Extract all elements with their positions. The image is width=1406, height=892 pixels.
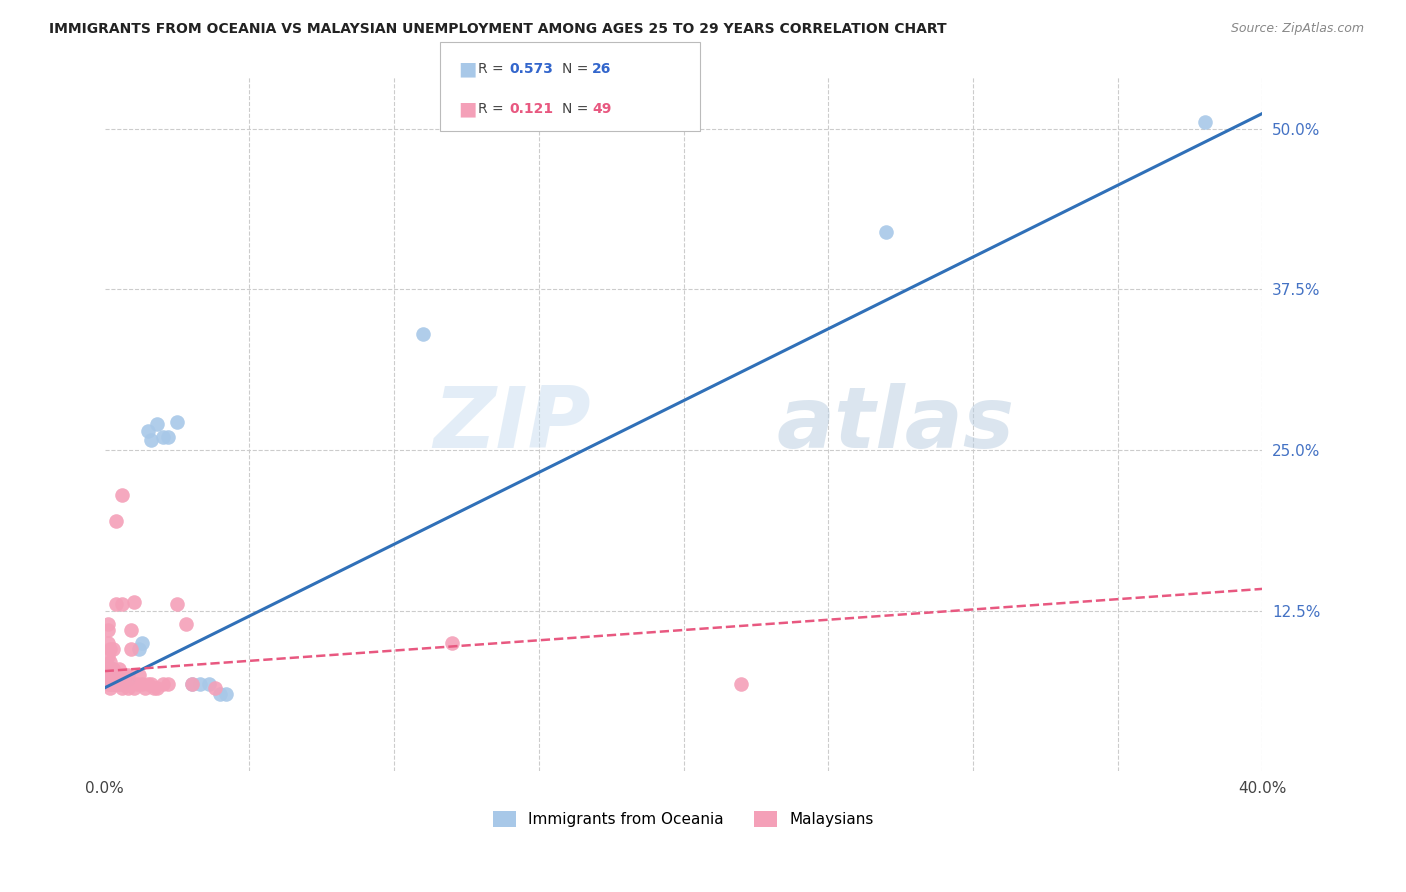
Point [111, 668, 134, 682]
Point [198, 677, 221, 691]
Point [125, 677, 148, 691]
Text: 49: 49 [592, 102, 612, 116]
Point [128, 668, 150, 682]
Point [440, 636, 463, 650]
Point [412, 327, 434, 342]
Point [730, 677, 752, 691]
Point [103, 677, 125, 691]
Point [157, 430, 180, 444]
Point [100, 668, 122, 682]
Point [122, 681, 145, 695]
Point [97, 677, 120, 691]
Point [131, 677, 153, 691]
Point [97, 648, 120, 663]
Point [105, 668, 128, 682]
Point [120, 642, 142, 657]
Text: IMMIGRANTS FROM OCEANIA VS MALAYSIAN UNEMPLOYMENT AMONG AGES 25 TO 29 YEARS CORR: IMMIGRANTS FROM OCEANIA VS MALAYSIAN UNE… [49, 22, 946, 37]
Text: atlas: atlas [776, 383, 1014, 466]
Point [100, 677, 122, 691]
Point [136, 424, 159, 438]
Point [180, 677, 202, 691]
Point [136, 677, 159, 691]
Point [111, 597, 134, 611]
Point [114, 677, 136, 691]
Text: R =: R = [478, 102, 512, 116]
Point [100, 642, 122, 657]
Text: ■: ■ [458, 100, 477, 119]
Point [100, 664, 122, 678]
Point [174, 616, 197, 631]
Point [117, 668, 139, 682]
Point [114, 672, 136, 686]
Text: N =: N = [562, 62, 593, 76]
Point [180, 677, 202, 691]
Point [105, 514, 128, 528]
Point [105, 677, 128, 691]
Point [100, 664, 122, 678]
Text: ZIP: ZIP [433, 383, 591, 466]
Point [131, 636, 153, 650]
Point [166, 415, 188, 429]
Point [108, 677, 131, 691]
Point [120, 623, 142, 637]
Point [97, 659, 120, 673]
Point [146, 681, 169, 695]
Point [105, 677, 128, 691]
Text: R =: R = [478, 62, 508, 76]
Point [97, 661, 120, 675]
Point [105, 597, 128, 611]
Point [117, 672, 139, 686]
Point [111, 677, 134, 691]
Point [166, 597, 188, 611]
Point [111, 488, 134, 502]
Point [100, 672, 122, 686]
Point [105, 668, 128, 682]
Point [1194, 115, 1216, 129]
Point [108, 661, 131, 675]
Point [103, 661, 125, 675]
Point [152, 430, 174, 444]
Point [209, 687, 232, 701]
Point [100, 655, 122, 669]
Point [108, 668, 131, 682]
Point [103, 668, 125, 682]
Point [111, 681, 134, 695]
Point [108, 672, 131, 686]
Point [103, 642, 125, 657]
Text: 26: 26 [592, 62, 612, 76]
Legend: Immigrants from Oceania, Malaysians: Immigrants from Oceania, Malaysians [486, 805, 880, 833]
Point [97, 636, 120, 650]
Point [100, 677, 122, 691]
Point [204, 681, 226, 695]
Point [134, 681, 156, 695]
Text: 0.121: 0.121 [509, 102, 553, 116]
Text: N =: N = [562, 102, 593, 116]
Point [128, 642, 150, 657]
Point [117, 681, 139, 695]
Point [100, 681, 122, 695]
Point [103, 661, 125, 675]
Text: 0.573: 0.573 [509, 62, 553, 76]
Point [215, 687, 238, 701]
Point [97, 616, 120, 631]
Point [157, 677, 180, 691]
Point [152, 677, 174, 691]
Point [122, 595, 145, 609]
Point [97, 668, 120, 682]
Point [111, 668, 134, 682]
Text: ■: ■ [458, 60, 477, 78]
Point [97, 623, 120, 637]
Point [103, 677, 125, 691]
Point [139, 433, 162, 447]
Point [114, 668, 136, 682]
Point [875, 225, 897, 239]
Point [188, 677, 211, 691]
Point [103, 672, 125, 686]
Text: Source: ZipAtlas.com: Source: ZipAtlas.com [1230, 22, 1364, 36]
Point [142, 681, 165, 695]
Point [139, 677, 162, 691]
Point [146, 417, 169, 432]
